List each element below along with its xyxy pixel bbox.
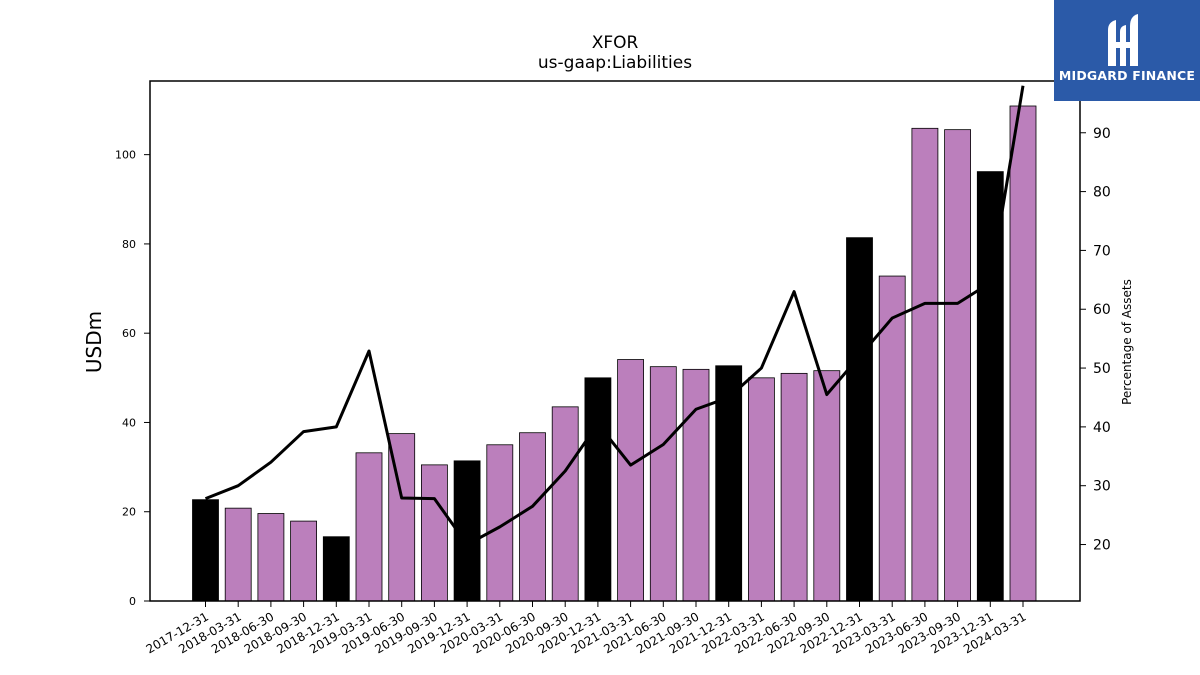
logo: MIDGARD FINANCE xyxy=(1054,0,1200,101)
bar-2023-06-30 xyxy=(911,127,939,602)
percentage-line xyxy=(204,85,1025,547)
bar-2023-09-30 xyxy=(944,129,971,602)
bar-2019-03-31 xyxy=(355,452,383,602)
line-group xyxy=(204,85,1025,547)
bar-2022-09-30 xyxy=(813,370,841,602)
bars-group xyxy=(192,105,1037,602)
bar-2018-12-31 xyxy=(322,536,350,602)
logo-text: MIDGARD FINANCE xyxy=(1058,68,1196,83)
y-axis-label: USDm xyxy=(82,311,106,373)
y2-tick-label: 90 xyxy=(1093,126,1111,142)
bar-2018-03-31 xyxy=(224,507,252,602)
y-tick-label: 20 xyxy=(122,506,136,519)
bar-2023-03-31 xyxy=(878,275,906,602)
y2-tick-label: 80 xyxy=(1093,185,1111,201)
y2-tick-label: 40 xyxy=(1093,420,1111,436)
bar-2022-06-30 xyxy=(780,372,808,602)
bar-2022-12-31 xyxy=(846,237,873,602)
bar-2020-12-31 xyxy=(584,377,612,602)
y-tick-label: 40 xyxy=(122,416,136,429)
bar-2020-09-30 xyxy=(551,406,579,602)
y2-tick-label: 70 xyxy=(1093,243,1111,259)
bar-2022-03-31 xyxy=(748,377,775,602)
bar-2018-06-30 xyxy=(257,513,285,602)
bar-2021-09-30 xyxy=(682,368,710,602)
y-tick-label: 100 xyxy=(115,149,136,162)
y-tick-label: 80 xyxy=(122,238,136,251)
chart-subtitle: us-gaap:Liabilities xyxy=(538,53,692,73)
y2-tick-label: 20 xyxy=(1093,538,1111,554)
y2-tick-label: 60 xyxy=(1093,302,1111,318)
bar-2024-03-31 xyxy=(1009,105,1037,602)
bar-2021-03-31 xyxy=(617,359,644,602)
y2-axis-label: Percentage of Assets xyxy=(1120,279,1134,405)
chart-title: XFOR xyxy=(592,33,639,53)
y-tick-label: 60 xyxy=(122,327,136,340)
y-tick-label: 0 xyxy=(129,595,136,608)
bar-2021-06-30 xyxy=(649,366,677,602)
bar-2017-12-31 xyxy=(192,499,219,602)
plot-frame xyxy=(149,80,1081,602)
bar-2021-12-31 xyxy=(715,365,743,602)
y2-tick-label: 30 xyxy=(1093,479,1111,495)
bar-2019-09-30 xyxy=(420,464,448,602)
bar-2018-09-30 xyxy=(290,520,318,602)
y2-tick-label: 50 xyxy=(1093,361,1111,377)
bar-2020-06-30 xyxy=(519,432,546,602)
logo-mark-icon xyxy=(1108,14,1138,66)
